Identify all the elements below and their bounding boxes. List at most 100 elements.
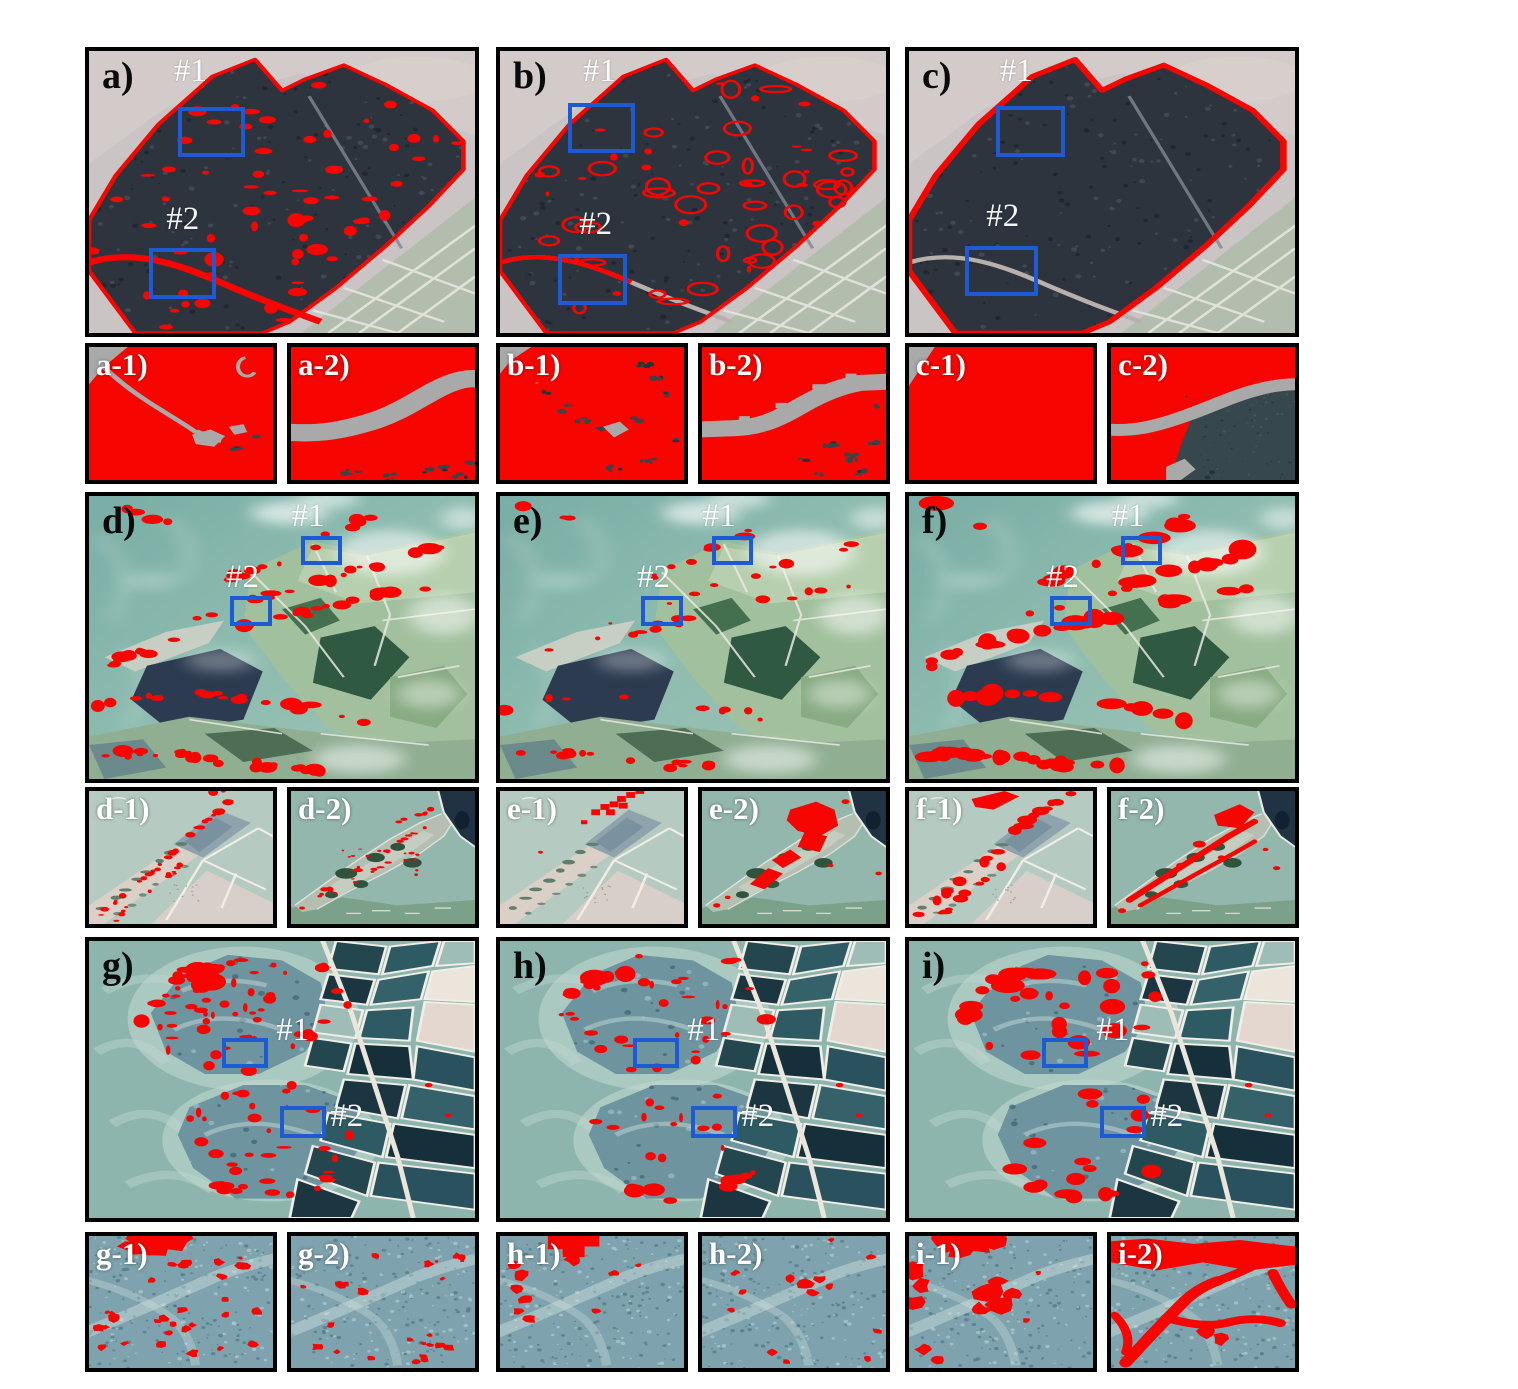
satellite-image-islandzoom — [500, 1236, 684, 1368]
roi-label-i: #2 — [1150, 1098, 1184, 1135]
roi-label-b: #1 — [582, 53, 616, 90]
roi-label-h: #1 — [687, 1012, 721, 1049]
panel-h-2-letter: h-2) — [709, 1236, 763, 1271]
roi-box-c — [964, 245, 1039, 297]
panel-e-letter: e) — [513, 500, 543, 542]
panel-h-1: h-1) — [496, 1232, 688, 1372]
panel-a-2-letter: a-2) — [298, 347, 350, 382]
satellite-image-redmask — [500, 347, 684, 480]
panel-c-1-letter: c-1) — [916, 347, 966, 382]
roi-label-i: #1 — [1096, 1012, 1130, 1049]
roi-box-g — [280, 1105, 327, 1138]
panel-c: c) #1 #2 — [905, 47, 1299, 337]
satellite-image-coastzoom2 — [702, 791, 886, 924]
panel-c-letter: c) — [922, 55, 952, 97]
roi-box-a — [177, 107, 246, 157]
roi-label-d: #1 — [291, 498, 325, 535]
panel-b-1-letter: b-1) — [507, 347, 561, 382]
roi-box-e — [640, 596, 684, 627]
satellite-image-island — [909, 941, 1295, 1218]
panel-a-letter: a) — [102, 55, 134, 97]
panel-d-2-letter: d-2) — [298, 791, 352, 826]
panel-f-2-letter: f-2) — [1118, 791, 1165, 826]
panel-f-1: f-1) — [905, 787, 1097, 928]
satellite-image-coastzoom2 — [291, 791, 475, 924]
roi-box-g — [222, 1037, 269, 1069]
panel-g-1: g-1) — [85, 1232, 277, 1372]
panel-d-1-letter: d-1) — [96, 791, 150, 826]
panel-d-letter: d) — [102, 500, 136, 542]
panel-e: e) #1 #2 — [496, 492, 890, 783]
panel-e-1: e-1) — [496, 787, 688, 928]
satellite-image-redmask — [89, 347, 273, 480]
roi-box-h — [691, 1105, 738, 1138]
satellite-image-redmask — [291, 347, 475, 480]
satellite-image-forest — [909, 51, 1295, 333]
panel-i-2-letter: i-2) — [1118, 1236, 1163, 1271]
satellite-image-coastzoom1 — [500, 791, 684, 924]
panel-b-1: b-1) — [496, 343, 688, 484]
panel-d-1: d-1) — [85, 787, 277, 928]
satellite-image-redmask — [1111, 347, 1295, 480]
satellite-image-coast — [500, 496, 886, 779]
panel-i: i) #1 #2 — [905, 937, 1299, 1222]
panel-c-2: c-2) — [1107, 343, 1299, 484]
roi-box-d — [229, 596, 273, 627]
roi-box-b — [567, 103, 636, 153]
satellite-image-coastzoom2 — [1111, 791, 1295, 924]
panel-h-2: h-2) — [698, 1232, 890, 1372]
satellite-image-coastzoom1 — [909, 791, 1093, 924]
roi-box-h — [633, 1037, 680, 1069]
panel-g-letter: g) — [102, 945, 134, 987]
satellite-image-forest — [89, 51, 475, 333]
roi-box-f — [1121, 535, 1162, 565]
panel-b-2-letter: b-2) — [709, 347, 763, 382]
roi-label-d: #2 — [226, 559, 260, 596]
roi-box-e — [712, 535, 753, 565]
panel-d: d) #1 #2 — [85, 492, 479, 783]
panel-g-2-letter: g-2) — [298, 1236, 350, 1271]
panel-e-2: e-2) — [698, 787, 890, 928]
panel-i-letter: i) — [922, 945, 946, 987]
panel-e-1-letter: e-1) — [507, 791, 557, 826]
roi-label-a: #1 — [173, 53, 207, 90]
panel-e-2-letter: e-2) — [709, 791, 759, 826]
panel-h-1-letter: h-1) — [507, 1236, 561, 1271]
satellite-image-islandzoom — [1111, 1236, 1295, 1368]
roi-label-c: #2 — [986, 198, 1020, 235]
satellite-image-coastzoom1 — [89, 791, 273, 924]
satellite-image-islandzoom — [702, 1236, 886, 1368]
roi-box-a — [148, 248, 217, 300]
panel-f: f) #1 #2 — [905, 492, 1299, 783]
roi-box-i — [1100, 1105, 1147, 1138]
roi-box-c — [995, 105, 1066, 157]
panel-f-1-letter: f-1) — [916, 791, 963, 826]
satellite-image-coast — [89, 496, 475, 779]
satellite-image-islandzoom — [89, 1236, 273, 1368]
roi-label-f: #2 — [1046, 559, 1080, 596]
panel-a-1: a-1) — [85, 343, 277, 484]
panel-a-1-letter: a-1) — [96, 347, 148, 382]
panel-i-1-letter: i-1) — [916, 1236, 961, 1271]
panel-g: g) #1 #2 — [85, 937, 479, 1222]
roi-box-b — [557, 254, 628, 305]
roi-label-b: #2 — [579, 205, 613, 242]
roi-label-f: #1 — [1111, 498, 1145, 535]
panel-b: b) #1 #2 — [496, 47, 890, 337]
satellite-image-redmask — [702, 347, 886, 480]
panel-g-2: g-2) — [287, 1232, 479, 1372]
satellite-image-islandzoom — [291, 1236, 475, 1368]
panel-d-2: d-2) — [287, 787, 479, 928]
panel-b-letter: b) — [513, 55, 547, 97]
roi-label-c: #1 — [999, 53, 1033, 90]
panel-h-letter: h) — [513, 945, 547, 987]
panel-i-2: i-2) — [1107, 1232, 1299, 1372]
panel-a: a) #1 #2 — [85, 47, 479, 337]
roi-label-g: #2 — [330, 1098, 364, 1135]
satellite-image-coast — [909, 496, 1295, 779]
satellite-image-islandzoom — [909, 1236, 1093, 1368]
panel-g-1-letter: g-1) — [96, 1236, 148, 1271]
roi-label-e: #1 — [702, 498, 736, 535]
roi-label-e: #2 — [637, 559, 671, 596]
